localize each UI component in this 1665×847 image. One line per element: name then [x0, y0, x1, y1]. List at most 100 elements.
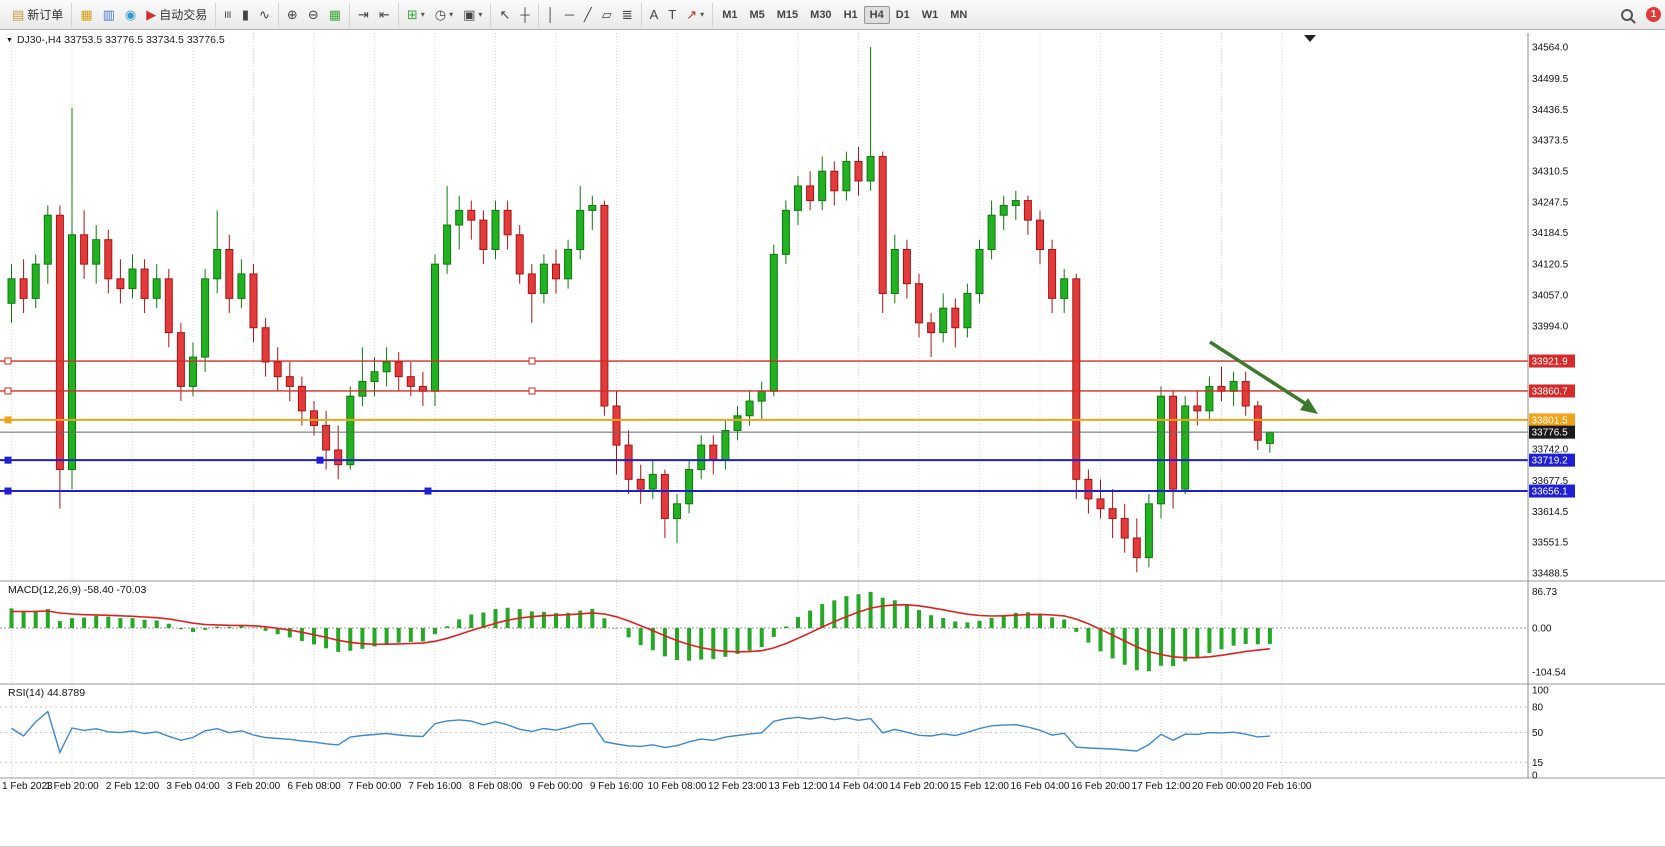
candle-body [297, 385, 306, 412]
candle-body [539, 263, 548, 294]
y-axis-label: 34373.5 [1532, 136, 1569, 147]
macd-bar [844, 596, 849, 628]
y-axis-label: 33994.0 [1532, 321, 1569, 332]
market-watch-button[interactable]: ▦ [75, 5, 97, 24]
crosshair-button[interactable]: ┼ [515, 5, 534, 24]
macd-bar [384, 628, 389, 645]
macd-bar [590, 608, 595, 628]
line-handle[interactable] [4, 416, 12, 424]
macd-bar [953, 621, 958, 628]
line-handle[interactable] [4, 487, 12, 495]
svg-text:33860.7: 33860.7 [1532, 386, 1569, 397]
line-handle[interactable] [4, 387, 12, 395]
horizontal-line-button[interactable]: ─ [560, 5, 579, 24]
arrows-button[interactable]: ↗ ▾ [681, 5, 709, 24]
macd-bar [70, 618, 74, 628]
line-handle[interactable] [4, 456, 12, 464]
periods-button[interactable]: ◷ ▾ [430, 5, 458, 24]
chart-title-bar: ▼ DJ30-,H4 33753.5 33776.5 33734.5 33776… [6, 34, 225, 46]
macd-bar [989, 617, 994, 628]
autotrade-button[interactable]: ▶ 自动交易 [141, 3, 212, 26]
data-window-button[interactable]: ▥ [98, 5, 120, 24]
chart-shift-button[interactable]: ⇤ [374, 5, 395, 24]
macd-axis-label: 86.73 [1532, 587, 1557, 598]
dropdown-caret-icon: ▾ [449, 10, 454, 19]
new-order-button[interactable]: ▤ 新订单 [7, 3, 68, 26]
trend-arrow-annotation[interactable] [1209, 340, 1318, 414]
macd-bar [275, 628, 280, 635]
label-icon: T [668, 7, 677, 22]
timeframe-m1-button[interactable]: M1 [722, 8, 738, 21]
search-button[interactable] [1616, 6, 1638, 24]
macd-bar [796, 617, 800, 628]
candle-body [1205, 385, 1214, 412]
cursor-button[interactable]: ↖ [494, 5, 515, 24]
candle-body [104, 239, 113, 280]
notification-badge[interactable]: 1 [1646, 7, 1661, 22]
svg-text:33719.2: 33719.2 [1532, 456, 1569, 467]
tile-windows-button[interactable]: ▦ [324, 5, 346, 24]
timeframe-m5-button[interactable]: M5 [749, 8, 765, 21]
chart-menu-icon[interactable]: ▼ [6, 36, 13, 44]
candle-body [1132, 537, 1141, 559]
candle-body [806, 185, 815, 202]
line-handle[interactable] [316, 456, 324, 464]
navigator-icon: ◉ [124, 7, 137, 22]
macd-bar [1122, 628, 1127, 665]
timeframe-d1-button[interactable]: D1 [895, 8, 910, 21]
rsi-axis-label: 15 [1532, 758, 1544, 769]
candle-body [1193, 405, 1202, 412]
macd-bar [929, 615, 934, 628]
candle-body [1157, 395, 1165, 505]
timeframe-w1-button[interactable]: W1 [921, 8, 939, 21]
candle-body [128, 268, 137, 290]
line-chart-button[interactable]: ∿ [254, 5, 275, 24]
chart-shift-marker[interactable] [1304, 35, 1316, 42]
vertical-line-button[interactable]: │ [542, 5, 560, 24]
indicators-button[interactable]: ⊞ ▾ [402, 5, 430, 24]
templates-button[interactable]: ▣ ▾ [458, 5, 487, 24]
macd-bar [433, 628, 437, 635]
timeframe-m15-button[interactable]: M15 [776, 8, 799, 21]
macd-bar [57, 621, 62, 628]
fibonacci-button[interactable]: ≣ [617, 5, 638, 24]
candle-body [19, 278, 28, 299]
macd-bar [638, 628, 643, 646]
line-handle[interactable] [528, 357, 536, 365]
auto-scroll-button[interactable]: ⇥ [353, 5, 374, 24]
text-button[interactable]: A [645, 5, 664, 24]
line-handle[interactable] [424, 487, 432, 495]
trendline-button[interactable]: ╱ [579, 5, 597, 24]
zoom-in-button[interactable]: ⊕ [282, 5, 303, 24]
macd-bar [1207, 628, 1212, 653]
x-axis-label: 17 Feb 12:00 [1132, 781, 1191, 792]
templates-icon: ▣ [463, 7, 476, 22]
candlesticks-button[interactable]: ▮ [237, 5, 254, 24]
channel-button[interactable]: ▱ [597, 5, 617, 24]
line-handle[interactable] [528, 387, 536, 395]
line-handle[interactable] [4, 357, 12, 365]
label-button[interactable]: T [663, 5, 681, 24]
candle-body [43, 214, 52, 265]
zoom-out-button[interactable]: ⊖ [303, 5, 324, 24]
y-axis-label: 33677.5 [1532, 476, 1569, 487]
candle-body [1108, 508, 1117, 519]
x-axis-label: 1 Feb 20:00 [45, 781, 99, 792]
timeframe-h1-button[interactable]: H1 [843, 8, 858, 21]
candle-body [612, 405, 621, 446]
y-axis-label: 33551.5 [1532, 538, 1569, 549]
chart-title: DJ30-,H4 33753.5 33776.5 33734.5 33776.5 [16, 34, 225, 46]
timeframe-h4-button[interactable]: H4 [863, 5, 890, 24]
macd-panel [0, 591, 1528, 672]
macd-bar [287, 628, 292, 638]
timeframe-mn-button[interactable]: MN [950, 8, 968, 21]
candle-body [1253, 405, 1262, 441]
candle-body [1048, 248, 1057, 299]
timeframe-m30-button[interactable]: M30 [810, 8, 832, 21]
navigator-button[interactable]: ◉ [120, 5, 141, 24]
candle-body [915, 283, 923, 324]
new-order-icon: ▤ [12, 7, 25, 22]
candle-body [1120, 517, 1129, 539]
macd-bar [699, 628, 704, 660]
